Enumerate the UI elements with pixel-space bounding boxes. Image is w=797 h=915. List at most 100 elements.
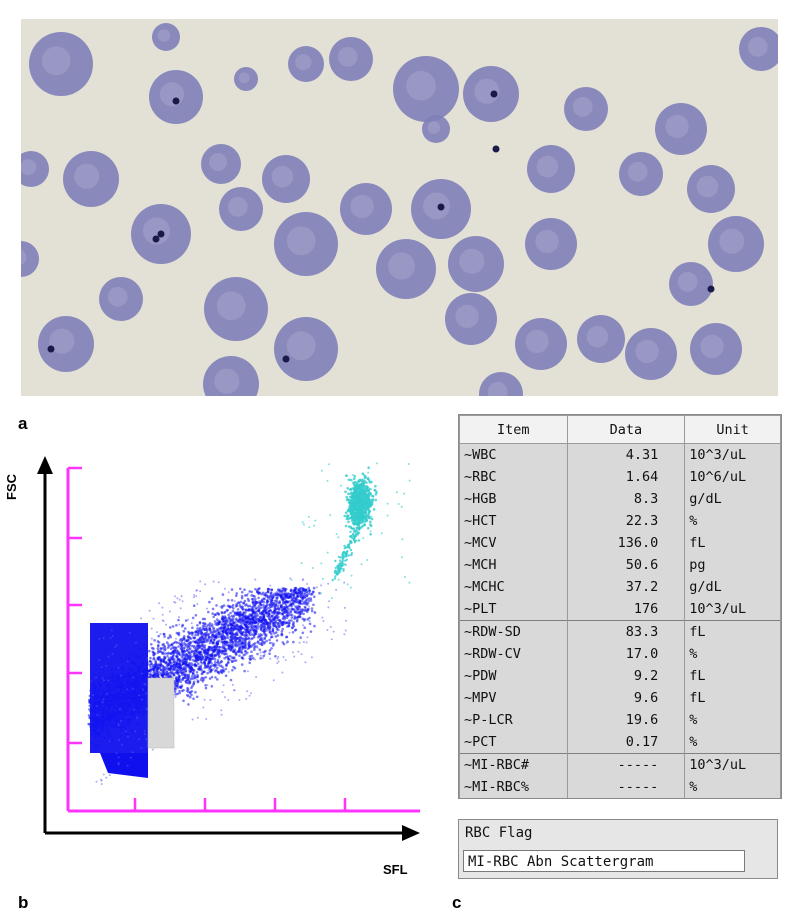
data-cell: 4.31 (566, 443, 686, 466)
parasite-dot (47, 345, 55, 353)
rbc-population (87, 577, 347, 785)
table-row: ~RBC 1.64 10^6/uL (459, 466, 781, 488)
table-row: ~MPV 9.6 fL (459, 687, 781, 709)
item-cell: ~MCHC (459, 576, 568, 598)
unit-cell: % (684, 510, 781, 532)
unit-cell: 10^6/uL (684, 466, 781, 488)
red-blood-cell (577, 315, 625, 363)
red-blood-cell (340, 183, 392, 235)
unit-cell: 10^3/uL (684, 443, 781, 466)
data-cell: 9.2 (566, 665, 686, 687)
red-blood-cell (422, 115, 450, 143)
red-blood-cell (99, 277, 143, 321)
header-unit: Unit (684, 415, 781, 444)
red-cells-image (3, 23, 783, 416)
table-row: ~MCH 50.6 pg (459, 554, 781, 576)
data-cell: 17.0 (566, 643, 686, 665)
red-blood-cell (204, 277, 268, 341)
unit-cell: % (684, 731, 781, 754)
item-cell: ~RDW-CV (459, 643, 568, 665)
red-blood-cell (669, 262, 713, 306)
rbc-scattergram (37, 456, 420, 841)
red-blood-cell (625, 328, 677, 380)
item-cell: ~PCT (459, 731, 568, 754)
results-table: Item Data Unit ~WBC 4.31 10^3/uL ~RBC 1.64 10… (458, 414, 782, 799)
item-cell: ~PDW (459, 665, 568, 687)
red-blood-cell (63, 151, 119, 207)
rbc-flag-box: RBC Flag MI-RBC Abn Scattergram (458, 819, 778, 879)
red-blood-cell (619, 152, 663, 196)
table-row: ~RDW-SD 83.3 fL (459, 620, 781, 643)
red-blood-cell (445, 293, 497, 345)
data-cell: 176 (566, 598, 686, 621)
rbc-flag-title: RBC Flag (465, 825, 533, 841)
unit-cell: 10^3/uL (684, 753, 781, 776)
y-axis-label: FSC (4, 474, 19, 500)
unit-cell: % (684, 709, 781, 731)
data-cell: 9.6 (566, 687, 686, 709)
red-blood-cell (329, 37, 373, 81)
rbc-flag-value: MI-RBC Abn Scattergram (463, 850, 745, 872)
data-cell: 37.2 (566, 576, 686, 598)
unit-cell: pg (684, 554, 781, 576)
red-blood-cell (152, 23, 180, 51)
item-cell: ~PLT (459, 598, 568, 621)
item-cell: ~RBC (459, 466, 568, 488)
table-row: ~MCV 136.0 fL (459, 532, 781, 554)
unit-cell: fL (684, 687, 781, 709)
item-cell: ~WBC (459, 443, 568, 466)
header-data: Data (566, 415, 686, 444)
red-blood-cell (3, 241, 39, 277)
parasite-dot (282, 355, 290, 363)
unit-cell: g/dL (684, 576, 781, 598)
unit-cell: % (684, 776, 781, 798)
unit-cell: fL (684, 620, 781, 643)
red-blood-cell (376, 239, 436, 299)
x-axis-arrow (402, 825, 420, 841)
data-cell: 0.17 (566, 731, 686, 754)
gap-region (147, 677, 175, 749)
y-axis-arrow (37, 456, 53, 474)
header-item: Item (459, 415, 568, 444)
item-cell: ~HGB (459, 488, 568, 510)
data-cell: 8.3 (566, 488, 686, 510)
parasite-dot (152, 235, 160, 243)
data-cell: ----- (566, 753, 686, 776)
red-blood-cell (219, 187, 263, 231)
red-blood-cell (525, 218, 577, 270)
red-blood-cell (274, 212, 338, 276)
red-blood-cell (201, 144, 241, 184)
data-cell: 50.6 (566, 554, 686, 576)
red-blood-cell (234, 67, 258, 91)
panel-label-c: c (452, 893, 462, 912)
data-cell: 19.6 (566, 709, 686, 731)
red-blood-cell (515, 318, 567, 370)
red-blood-cell (29, 32, 93, 96)
parasite-dot (490, 90, 498, 98)
item-cell: ~MI-RBC% (459, 776, 568, 798)
red-blood-cell (393, 56, 459, 122)
red-blood-cell (739, 27, 783, 71)
panel-label-a: a (18, 414, 28, 433)
table-row: ~MI-RBC# ----- 10^3/uL (459, 753, 781, 776)
data-cell: ----- (566, 776, 686, 798)
red-blood-cell (564, 87, 608, 131)
red-blood-cell (448, 236, 504, 292)
red-blood-cell (288, 46, 324, 82)
data-cell: 136.0 (566, 532, 686, 554)
data-cell: 1.64 (566, 466, 686, 488)
item-cell: ~RDW-SD (459, 620, 568, 643)
table-row: ~PLT 176 10^3/uL (459, 598, 781, 621)
unit-cell: % (684, 643, 781, 665)
red-blood-cell (687, 165, 735, 213)
table-row: ~HGB 8.3 g/dL (459, 488, 781, 510)
table-row: ~WBC 4.31 10^3/uL (459, 443, 781, 466)
parasite-dot (437, 203, 445, 211)
item-cell: ~HCT (459, 510, 568, 532)
item-cell: ~MPV (459, 687, 568, 709)
table-row: ~PDW 9.2 fL (459, 665, 781, 687)
red-blood-cell (527, 145, 575, 193)
table-row: ~P-LCR 19.6% (459, 709, 781, 731)
red-blood-cell (708, 216, 764, 272)
red-blood-cell (203, 356, 259, 412)
